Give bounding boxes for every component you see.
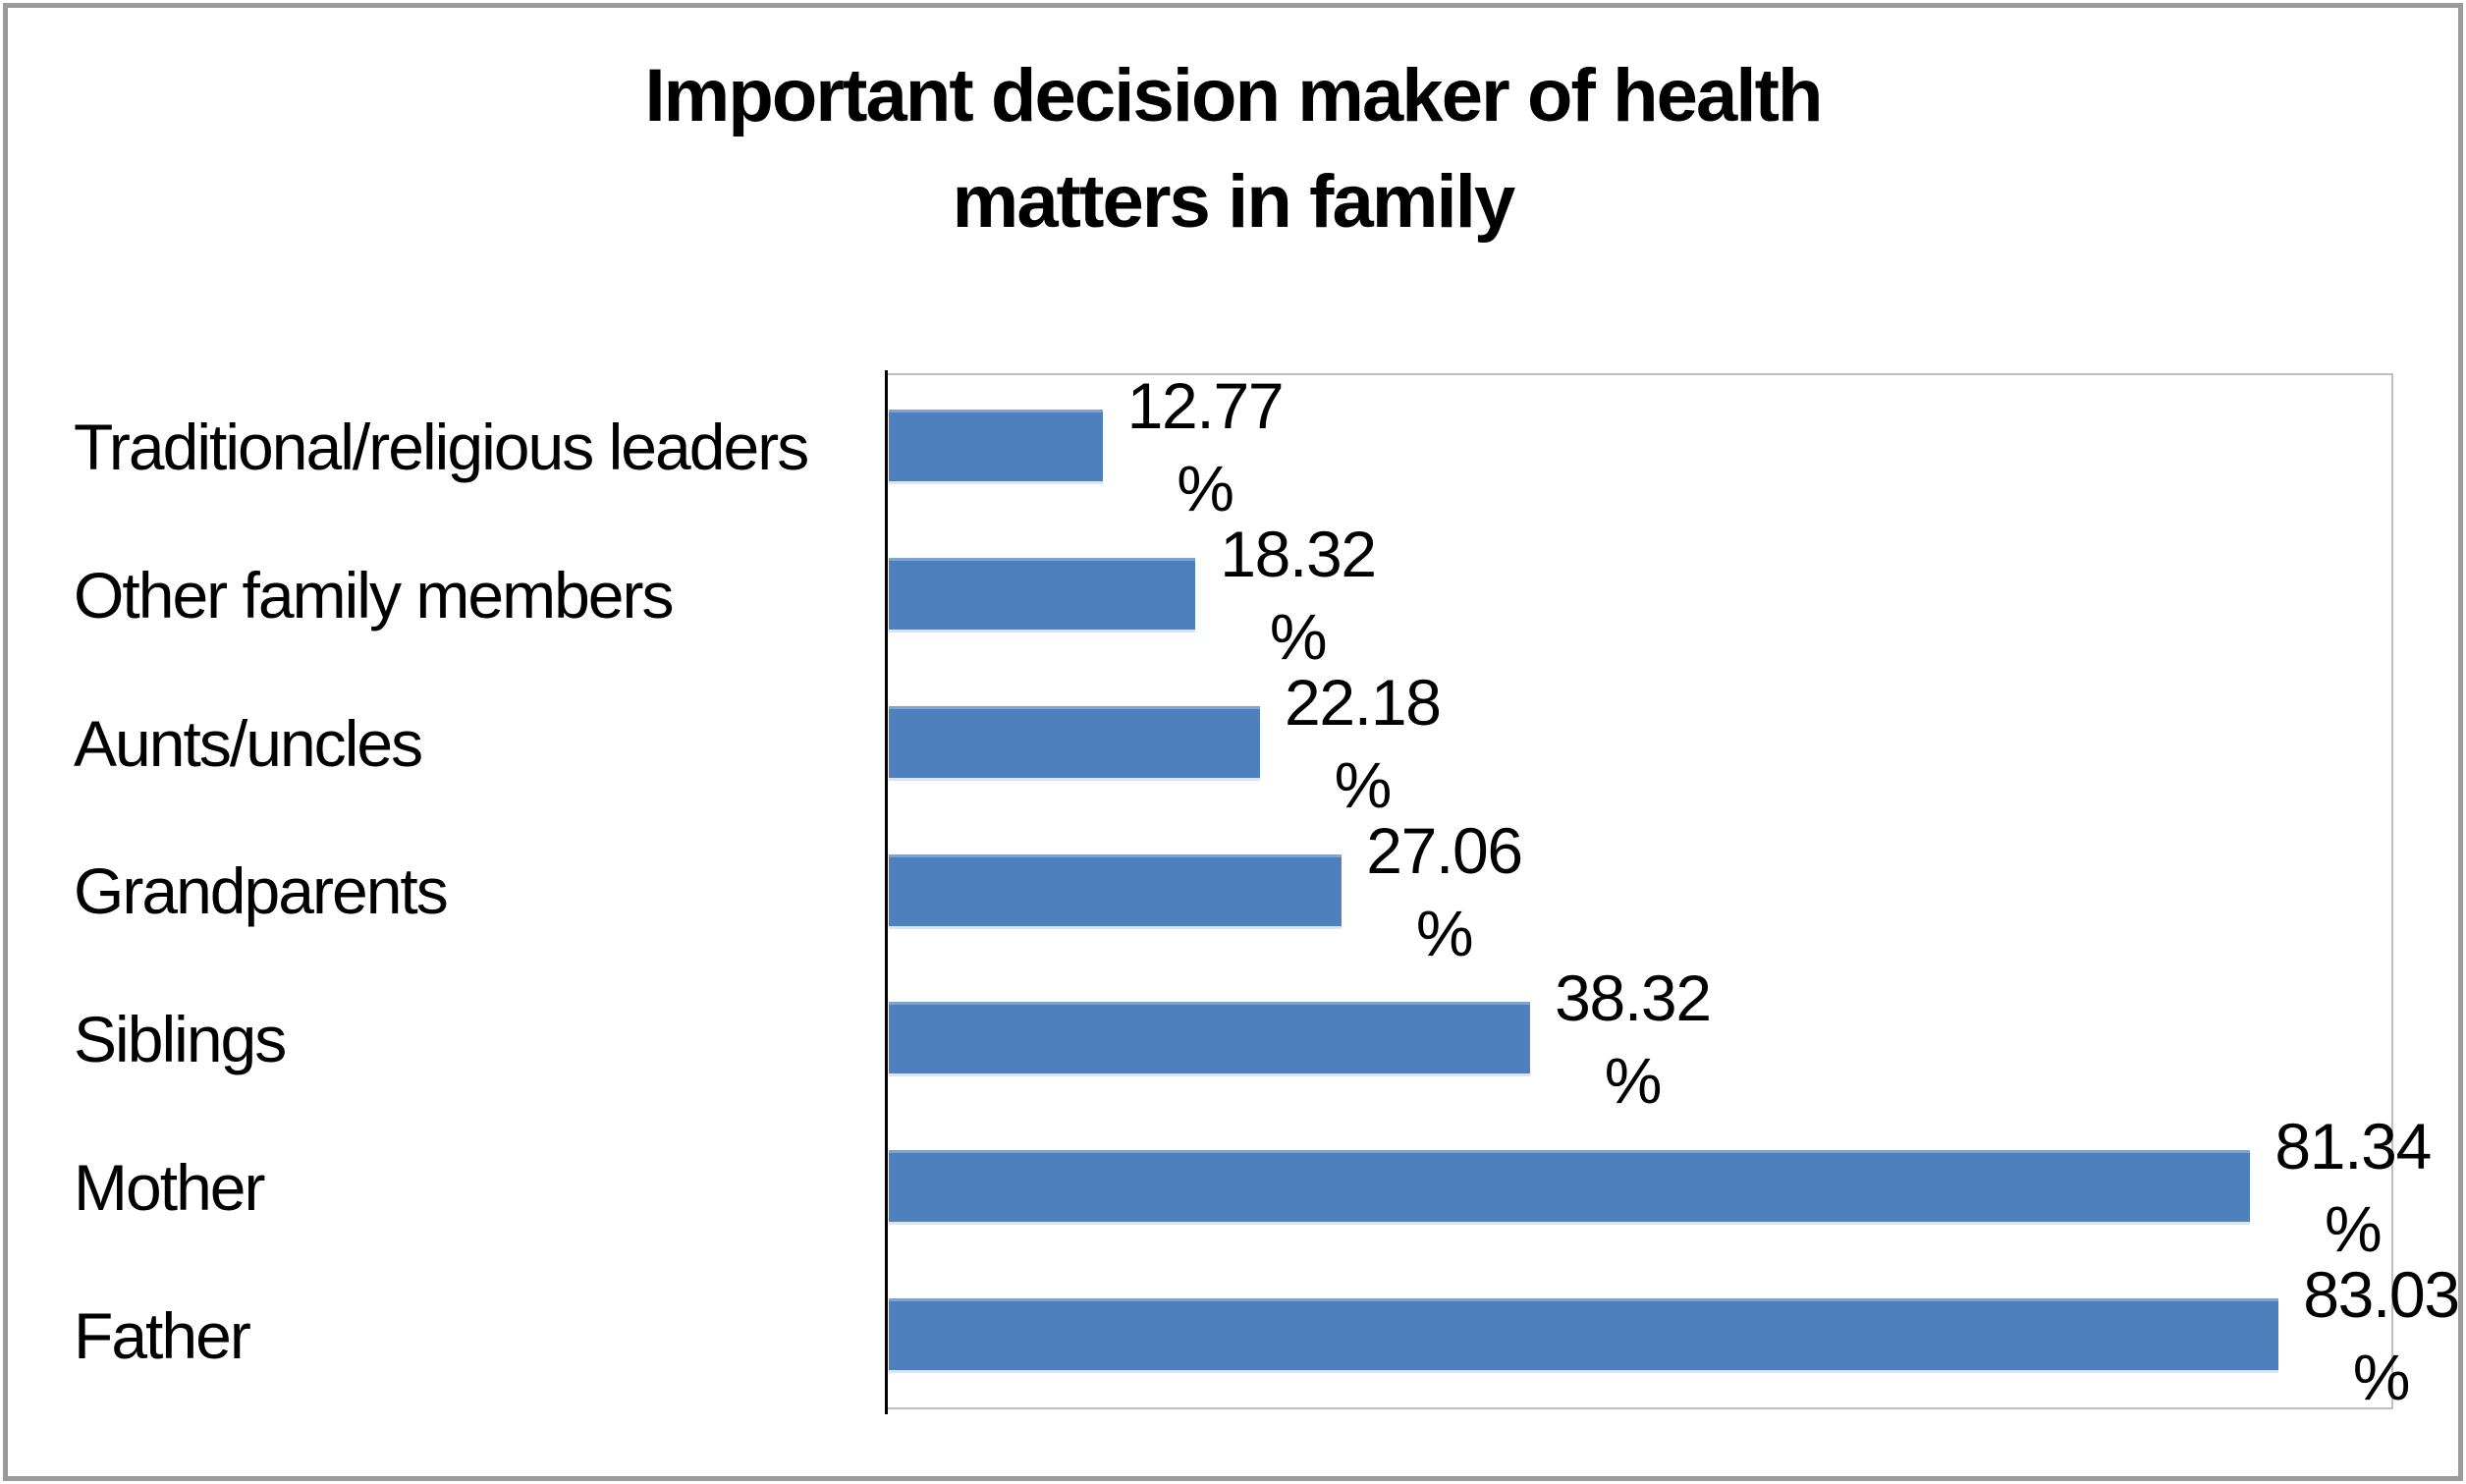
value-number: 27.06 xyxy=(1366,813,1523,887)
value-label: 27.06 % xyxy=(1366,809,1523,974)
value-number: 18.32 xyxy=(1220,518,1377,591)
value-label: 18.32 % xyxy=(1220,513,1377,678)
bar xyxy=(889,853,1343,929)
value-unit: % xyxy=(2352,1340,2411,1413)
chart-stage: Important decision maker of health matte… xyxy=(8,8,2458,1476)
chart-title-line-1: Important decision maker of health xyxy=(644,54,1823,137)
value-unit: % xyxy=(2324,1191,2383,1265)
category-label: Traditional/religious leaders xyxy=(74,411,809,484)
category-label: Other family members xyxy=(74,559,675,632)
value-label: 83.03 % xyxy=(2303,1253,2459,1418)
value-number: 38.32 xyxy=(1555,962,1712,1035)
value-number: 12.77 xyxy=(1126,369,1285,443)
value-label: 12.77 % xyxy=(1126,364,1285,529)
category-label: Mother xyxy=(74,1150,266,1224)
value-number: 81.34 xyxy=(2274,1109,2432,1182)
category-label: Siblings xyxy=(74,1003,287,1076)
value-label: 38.32 % xyxy=(1555,957,1712,1122)
bar xyxy=(889,705,1261,781)
bar xyxy=(889,410,1103,485)
bar xyxy=(889,1002,1531,1077)
value-label: 81.34 % xyxy=(2274,1105,2432,1270)
value-unit: % xyxy=(1269,600,1328,674)
bar xyxy=(889,558,1196,633)
category-label: Aunts/uncles xyxy=(74,706,423,780)
value-label: 22.18 % xyxy=(1285,661,1442,826)
chart-canvas: Important decision maker of health matte… xyxy=(3,3,2463,1481)
chart-title: Important decision maker of health matte… xyxy=(8,43,2458,255)
value-number: 22.18 xyxy=(1285,665,1442,739)
plot-area xyxy=(887,373,2393,1409)
value-unit: % xyxy=(1334,747,1393,821)
chart-title-line-2: matters in family xyxy=(952,160,1516,244)
bar xyxy=(889,1149,2251,1225)
y-axis-line xyxy=(885,370,888,1414)
value-unit: % xyxy=(1604,1044,1663,1118)
category-label: Grandparents xyxy=(74,854,449,928)
category-label: Father xyxy=(74,1298,251,1372)
bar xyxy=(889,1297,2279,1373)
value-unit: % xyxy=(1177,452,1234,525)
value-number: 83.03 xyxy=(2303,1257,2459,1331)
value-unit: % xyxy=(1415,896,1474,969)
